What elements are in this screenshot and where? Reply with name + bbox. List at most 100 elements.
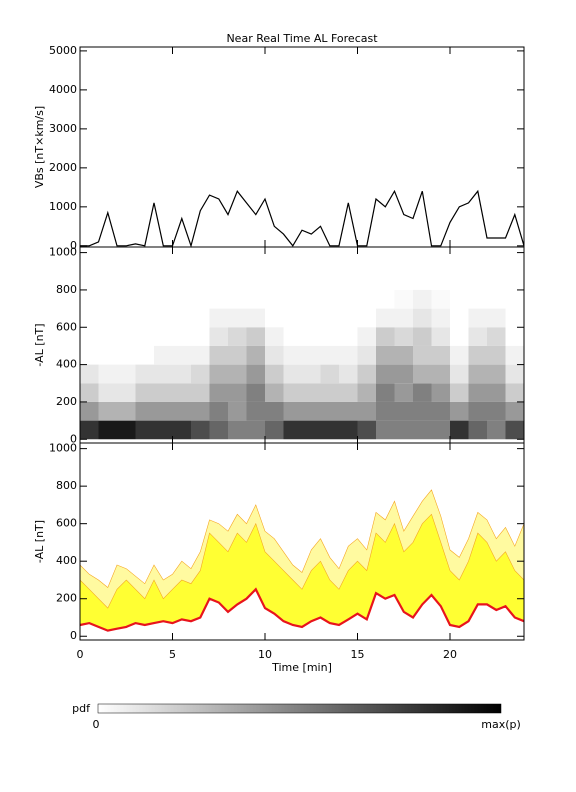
heatmap-cell	[209, 364, 228, 384]
heatmap-cell	[487, 401, 506, 421]
heatmap-cell	[413, 364, 432, 384]
heatmap-cell	[209, 401, 228, 421]
heatmap-cell	[117, 420, 136, 440]
heatmap-cell	[376, 308, 395, 328]
heatmap-cell	[172, 401, 191, 421]
heatmap-cell	[450, 345, 469, 365]
heatmap-cell	[394, 289, 413, 309]
heatmap-cell	[265, 345, 284, 365]
heatmap-cell	[228, 401, 247, 421]
heatmap-cell	[135, 364, 154, 384]
heatmap-cell	[117, 401, 136, 421]
heatmap-cell	[246, 327, 265, 346]
heatmap-cell	[413, 420, 432, 440]
x-tick-label: 5	[169, 648, 176, 661]
heatmap-cell	[487, 345, 506, 365]
y-tick-label: 1000	[49, 200, 77, 213]
heatmap-cell	[357, 420, 376, 440]
heatmap-cell	[468, 345, 487, 365]
x-tick-label: 10	[258, 648, 272, 661]
x-tick-label: 20	[443, 648, 457, 661]
heatmap-cell	[117, 364, 136, 384]
heatmap-cell	[246, 401, 265, 421]
heatmap-cell	[246, 308, 265, 328]
heatmap-cell	[135, 420, 154, 440]
heatmap-cell	[468, 364, 487, 384]
median-line	[79, 587, 525, 632]
heatmap-cell	[98, 420, 117, 440]
heatmap-cell	[394, 383, 413, 402]
heatmap-cell	[431, 289, 450, 309]
y-tick-label: 3000	[49, 122, 77, 135]
data-line	[80, 189, 525, 248]
heatmap-cell	[172, 383, 191, 402]
heatmap-cell	[357, 401, 376, 421]
chart-title: Near Real Time AL Forecast	[226, 32, 378, 45]
heatmap-cell	[357, 383, 376, 402]
heatmap-cell	[450, 401, 469, 421]
colorbar	[97, 703, 502, 714]
heatmap-cell	[413, 289, 432, 309]
heatmap-cell	[505, 401, 524, 421]
heatmap-cell	[228, 308, 247, 328]
heatmap-cell	[320, 383, 339, 402]
heatmap-cell	[320, 420, 339, 440]
heatmap-cell	[302, 420, 321, 440]
heatmap-cell	[302, 364, 321, 384]
heatmap-cell	[265, 401, 284, 421]
heatmap-cell	[283, 383, 302, 402]
heatmap-cell	[228, 383, 247, 402]
heatmap-cell	[339, 383, 358, 402]
heatmap-cell	[339, 364, 358, 384]
heatmap-cell	[394, 401, 413, 421]
heatmap-cell	[505, 420, 524, 440]
heatmap-cell	[431, 420, 450, 440]
heatmap-cell	[431, 383, 450, 402]
heatmap-cell	[191, 345, 210, 365]
heatmap-cell	[450, 383, 469, 402]
heatmap-cell	[246, 420, 265, 440]
y-tick-label: 800	[56, 283, 77, 296]
heatmap-cell	[265, 420, 284, 440]
heatmap-cell	[172, 364, 191, 384]
heatmap-cell	[376, 345, 395, 365]
heatmap-cell	[487, 383, 506, 402]
heatmap-cell	[246, 364, 265, 384]
heatmap-cell	[228, 327, 247, 346]
plot-frame	[79, 442, 525, 641]
heatmap-cell	[80, 401, 99, 421]
heatmap-cell	[339, 401, 358, 421]
heatmap-cell	[505, 364, 524, 384]
heatmap-cell	[209, 327, 228, 346]
colorbar-tick: max(p)	[481, 718, 521, 731]
heatmap-cell	[80, 364, 99, 384]
heatmap-cell	[265, 327, 284, 346]
y-tick-label: 200	[56, 592, 77, 605]
heatmap-cell	[98, 401, 117, 421]
heatmap-cell	[339, 420, 358, 440]
heatmap-cell	[209, 383, 228, 402]
heatmap-cell	[283, 364, 302, 384]
y-tick-label: 4000	[49, 83, 77, 96]
heatmap-cell	[413, 327, 432, 346]
heatmap-cell	[265, 383, 284, 402]
heatmap-cell	[228, 420, 247, 440]
y-tick-label: 600	[56, 517, 77, 530]
x-axis-label: Time [min]	[271, 661, 332, 674]
heatmap-cell	[320, 345, 339, 365]
heatmap-cell	[394, 308, 413, 328]
colorbar-label: pdf	[72, 702, 91, 715]
heatmap-cell	[209, 308, 228, 328]
heatmap-cell	[117, 383, 136, 402]
heatmap-cell	[246, 383, 265, 402]
heatmap-cell	[265, 364, 284, 384]
heatmap-cell	[283, 345, 302, 365]
heatmap-cell	[228, 345, 247, 365]
heatmap-cell	[357, 327, 376, 346]
heatmap-cell	[154, 364, 173, 384]
heatmap-cell	[302, 383, 321, 402]
heatmap-cell	[431, 308, 450, 328]
y-tick-label: 1000	[49, 246, 77, 259]
heatmap-cell	[468, 401, 487, 421]
y-tick-label: 5000	[49, 44, 77, 57]
